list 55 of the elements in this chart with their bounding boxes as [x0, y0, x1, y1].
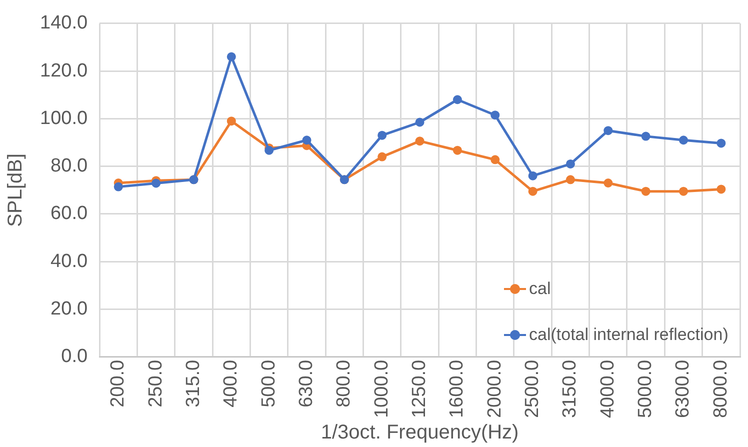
- y-tick-label: 60.0: [50, 203, 88, 224]
- point: [226, 52, 236, 62]
- point: [678, 186, 688, 196]
- point: [716, 184, 726, 194]
- x-axis-title: 1/3oct. Frequency(Hz): [320, 422, 519, 444]
- y-tick-label: 20.0: [50, 298, 88, 320]
- x-tick-label: 1250.0: [409, 360, 430, 418]
- point: [490, 110, 500, 120]
- point: [641, 186, 650, 196]
- y-tick-label: 120.0: [40, 60, 88, 82]
- point: [566, 159, 575, 168]
- legend-label: cal: [529, 278, 551, 299]
- point: [604, 178, 613, 188]
- x-tick-label: 250.0: [145, 360, 166, 408]
- x-tick-label: 2000.0: [484, 360, 506, 418]
- point: [490, 155, 500, 164]
- point: [378, 152, 387, 162]
- point: [226, 116, 236, 126]
- y-tick-label: 40.0: [50, 250, 88, 272]
- x-tick-label: 500.0: [258, 360, 280, 408]
- point: [604, 126, 613, 136]
- x-tick-label: 5000.0: [635, 360, 656, 418]
- x-tick-label: 2500.0: [522, 360, 544, 418]
- x-tick-label: 315.0: [182, 360, 204, 408]
- legend-label: cal(total internal reflection): [529, 324, 728, 345]
- y-tick-label: 0.0: [61, 346, 88, 368]
- y-tick-label: 100.0: [40, 108, 88, 129]
- y-axis-title: SPL[dB]: [4, 153, 27, 227]
- x-tick-label: 630.0: [296, 360, 317, 408]
- point: [415, 136, 424, 146]
- point: [114, 182, 123, 192]
- point: [415, 118, 424, 127]
- x-tick-label: 4000.0: [597, 360, 618, 418]
- x-tick-label: 6300.0: [672, 360, 694, 418]
- x-tick-label: 3150.0: [560, 360, 581, 418]
- point: [566, 175, 575, 184]
- point: [716, 138, 726, 148]
- x-tick-label: 200.0: [108, 360, 129, 408]
- point: [528, 186, 538, 196]
- x-tick-label: 1000.0: [371, 360, 392, 418]
- point: [452, 146, 462, 155]
- point: [678, 136, 688, 145]
- point: [152, 178, 161, 188]
- y-tick-label: 140.0: [40, 12, 88, 34]
- y-tick-label: 80.0: [50, 156, 88, 177]
- point: [264, 146, 274, 155]
- x-tick-label: 8000.0: [710, 360, 732, 418]
- point: [378, 130, 387, 140]
- point: [528, 171, 538, 180]
- x-tick-label: 400.0: [220, 360, 242, 408]
- point: [452, 95, 462, 104]
- point: [302, 136, 312, 145]
- point: [641, 132, 650, 141]
- x-tick-label: 1600.0: [446, 360, 468, 418]
- x-tick-label: 800.0: [334, 360, 355, 408]
